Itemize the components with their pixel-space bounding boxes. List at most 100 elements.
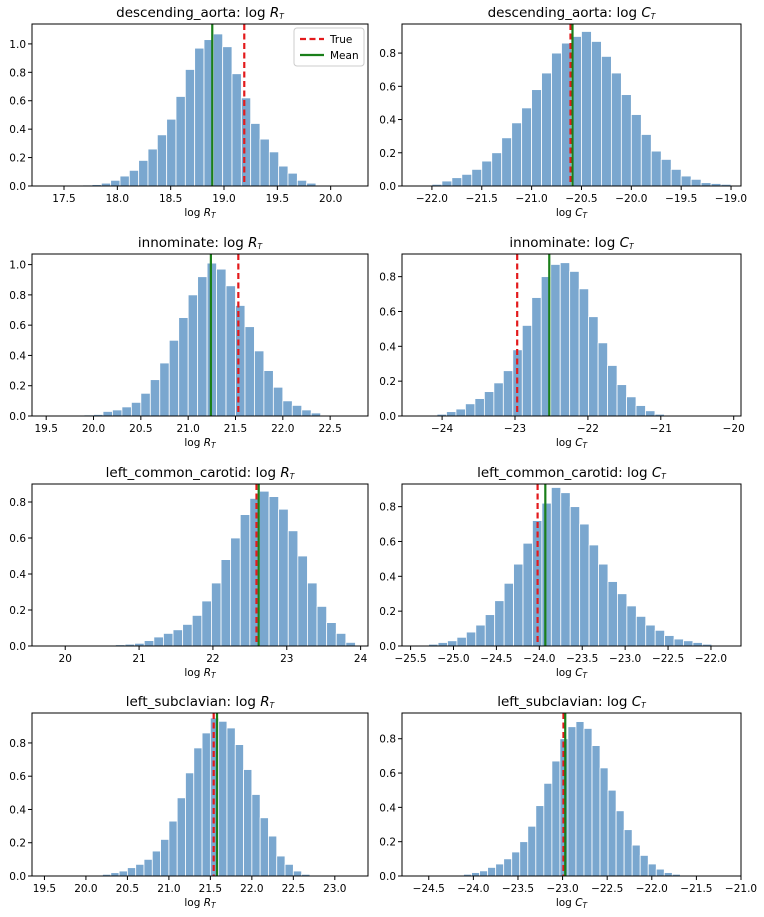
- histogram-bar: [216, 268, 227, 417]
- histogram-bar: [175, 96, 186, 187]
- histogram-bar: [583, 728, 593, 877]
- y-tick-label: 0.8: [379, 502, 396, 514]
- histogram-bar: [550, 487, 562, 647]
- histogram-bar: [172, 629, 184, 647]
- histogram-bar: [159, 362, 170, 417]
- x-tick-label: 20: [59, 653, 72, 665]
- panel-title: innominate: log CT: [509, 235, 635, 251]
- panel-title: left_common_carotid: log CT: [477, 465, 667, 481]
- histogram-bar: [502, 370, 514, 417]
- histogram-bar: [297, 555, 308, 647]
- y-tick-label: 1.0: [9, 39, 26, 51]
- x-tick-label: 19.0: [212, 193, 235, 205]
- x-tick-label: 21.5: [199, 883, 222, 895]
- x-tick-label: −21.0: [725, 883, 757, 895]
- y-tick-label: 0.4: [9, 350, 26, 362]
- x-tick-label: −21.0: [516, 193, 548, 205]
- axes-frame: [31, 23, 369, 187]
- histogram-bar: [282, 400, 293, 417]
- x-tick-label: −25.0: [437, 653, 469, 665]
- x-axis-label: log RT: [184, 897, 217, 910]
- histogram-bar: [278, 508, 289, 647]
- histogram-bar: [664, 635, 675, 647]
- y-tick-label: 0.4: [379, 571, 396, 583]
- histogram-bar: [521, 325, 533, 417]
- x-tick-label: 23: [280, 653, 293, 665]
- histogram-bar: [143, 640, 155, 647]
- legend-label-true: True: [329, 34, 352, 46]
- y-tick-label: 0.2: [379, 606, 396, 618]
- histogram-bar: [550, 264, 561, 417]
- histogram-bar: [531, 297, 542, 417]
- axes-frame: [31, 712, 369, 877]
- x-tick-label: −19.0: [715, 193, 747, 205]
- histogram-bar: [522, 542, 533, 647]
- histogram-bar: [451, 177, 463, 187]
- histogram-bar: [465, 403, 476, 417]
- histogram-bar: [461, 173, 473, 187]
- histogram-bar: [446, 411, 457, 417]
- histogram-bar: [503, 582, 514, 647]
- histogram-bar: [575, 721, 585, 877]
- x-tick-label: 18.0: [106, 193, 129, 205]
- x-tick-label: 24: [354, 653, 368, 665]
- histogram-bar: [239, 514, 251, 647]
- histogram-bar: [143, 858, 153, 877]
- x-tick-label: −25.5: [394, 653, 426, 665]
- histogram-bar: [259, 817, 269, 877]
- x-tick-label: −22.5: [591, 883, 623, 895]
- histogram-bar: [276, 855, 286, 877]
- y-tick-label: 0.4: [379, 115, 396, 127]
- y-tick-label: 0.6: [379, 536, 396, 548]
- y-tick-label: 0.0: [9, 181, 26, 193]
- x-tick-label: 20.0: [74, 883, 97, 895]
- histogram-bar: [235, 305, 246, 417]
- y-tick-label: 0.2: [9, 838, 26, 850]
- y-tick-label: 0.8: [9, 67, 26, 79]
- histogram-bar: [345, 642, 356, 647]
- y-tick-label: 0.8: [9, 290, 26, 302]
- histogram-bar: [567, 726, 577, 877]
- axes-frame: [401, 253, 742, 417]
- histogram-bar: [250, 123, 261, 187]
- y-tick-label: 0.8: [379, 48, 396, 60]
- histogram-bar: [272, 386, 284, 417]
- x-tick-label: 22.5: [282, 883, 305, 895]
- histogram-bar: [194, 47, 205, 187]
- histogram-bar: [182, 624, 193, 647]
- histogram-bar: [610, 72, 622, 187]
- legend: True Mean: [293, 27, 365, 67]
- histogram-bar: [617, 593, 628, 647]
- histogram-bar: [551, 52, 562, 187]
- x-axis-label: log RT: [184, 667, 217, 680]
- histogram-bar: [690, 178, 702, 187]
- y-tick-label: 0.4: [379, 802, 396, 814]
- histogram-bar: [268, 496, 280, 647]
- histogram-bar: [184, 69, 196, 187]
- histogram-bar: [484, 614, 496, 647]
- histogram-bar: [296, 179, 308, 187]
- histogram-bar: [259, 490, 270, 647]
- histogram-bar: [527, 825, 537, 877]
- histogram-panel-2: −22.0 −21.5 −21.0 −20.5 −20.0 −19.5 −19.0 0.0 0.…: [379, 5, 747, 220]
- histogram-bar: [581, 31, 592, 187]
- histogram-bar: [185, 772, 195, 877]
- histogram-bar: [559, 738, 569, 877]
- histogram-bar: [640, 134, 652, 187]
- histogram-bar: [243, 769, 253, 877]
- histogram-bar: [631, 844, 641, 877]
- x-tick-label: −23.5: [566, 653, 598, 665]
- histogram-bar: [138, 160, 149, 187]
- histogram-bar: [655, 868, 665, 877]
- histogram-panel-6: −25.5 −25.0 −24.5 −24.0 −23.5 −23.0 −22.5 −22.0…: [379, 465, 742, 680]
- x-axis-label: log CT: [556, 437, 589, 450]
- histogram-bar: [201, 732, 211, 877]
- histogram-bar: [591, 745, 601, 877]
- histogram-bar: [287, 530, 299, 647]
- y-tick-label: 0.0: [379, 181, 396, 193]
- x-tick-label: 21.5: [224, 423, 247, 435]
- histogram-bar: [193, 747, 203, 877]
- y-tick-label: 0.6: [9, 533, 26, 545]
- y-tick-label: 0.6: [379, 81, 396, 93]
- histogram-bar: [543, 782, 553, 877]
